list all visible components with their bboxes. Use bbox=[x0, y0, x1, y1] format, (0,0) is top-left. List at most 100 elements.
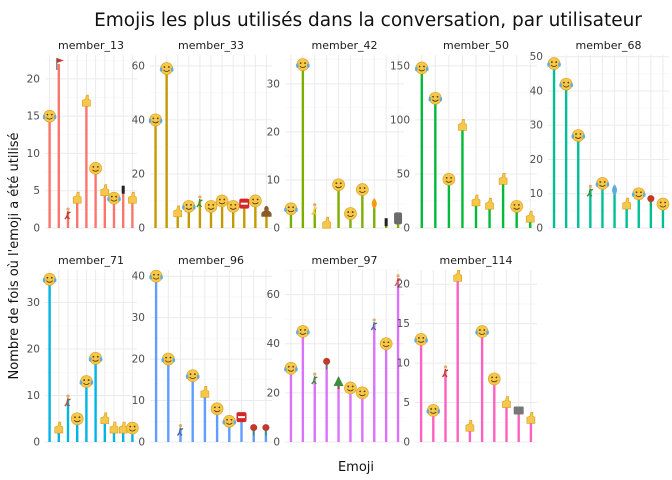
y-tick-label: 60 bbox=[267, 289, 280, 301]
facet-strip-label: member_33 bbox=[178, 39, 244, 52]
grimacing-face-icon bbox=[487, 372, 501, 386]
smirking-face-icon bbox=[356, 183, 369, 196]
y-tick-label: 20 bbox=[530, 154, 543, 166]
y-tick-label: 20 bbox=[267, 126, 280, 138]
facet-strip-label: member_50 bbox=[443, 39, 509, 52]
x-axis-label: Emoji bbox=[338, 460, 374, 475]
y-tick-label: 20 bbox=[132, 168, 145, 180]
y-tick-label: 20 bbox=[27, 73, 40, 85]
face-with-tongue-icon bbox=[510, 200, 523, 213]
face-tears-of-joy-icon bbox=[159, 62, 174, 75]
folded-hands-icon bbox=[526, 412, 536, 424]
y-tick-label: 0 bbox=[536, 223, 543, 235]
rolling-on-floor-laughing-icon bbox=[284, 361, 298, 375]
flower-icon bbox=[262, 424, 270, 436]
facet-panel: member_42 0 10 20 30 bbox=[267, 39, 404, 235]
raised-hand-icon bbox=[100, 412, 110, 425]
y-tick-label: 5 bbox=[403, 397, 410, 409]
y-tick-label: 30 bbox=[530, 120, 543, 132]
rolling-on-floor-laughing-icon bbox=[426, 404, 441, 417]
thumbs-up-icon bbox=[453, 270, 463, 282]
face-tears-of-joy-2-icon bbox=[88, 352, 103, 365]
y-axis-label: Nombre de fois où l'emoji a été utilisé bbox=[7, 133, 22, 380]
person-running-icon bbox=[176, 423, 184, 437]
rolling-on-floor-laughing-icon bbox=[149, 269, 163, 283]
person-running-icon bbox=[64, 394, 71, 407]
folded-hands-icon bbox=[118, 421, 128, 434]
face-tears-of-joy-icon bbox=[161, 352, 176, 366]
person-walking-icon bbox=[441, 365, 449, 378]
black-small-square-icon bbox=[121, 185, 125, 194]
facet-strip-label: member_13 bbox=[58, 39, 124, 52]
no-entry-icon bbox=[239, 198, 250, 209]
face-with-steam-icon bbox=[226, 200, 240, 213]
y-tick-label: 40 bbox=[267, 338, 280, 350]
face-rolling-eyes-icon bbox=[595, 177, 610, 190]
facet-strip-label: member_71 bbox=[58, 254, 124, 267]
y-tick-label: 0 bbox=[403, 437, 410, 449]
y-tick-label: 10 bbox=[397, 358, 410, 370]
raising-hands-icon bbox=[458, 118, 467, 131]
man-shrugging-icon bbox=[196, 195, 203, 208]
woman-running-icon bbox=[311, 372, 318, 385]
grimacing-face-icon bbox=[210, 402, 224, 416]
tv-icon bbox=[513, 406, 524, 415]
y-tick-label: 20 bbox=[267, 387, 280, 399]
facet-strip-label: member_68 bbox=[576, 39, 642, 52]
thumbs-up-icon bbox=[72, 191, 82, 204]
y-tick-label: 20 bbox=[132, 354, 145, 366]
y-tick-label: 50 bbox=[530, 51, 543, 63]
y-tick-label: 0 bbox=[138, 437, 145, 449]
thumbs-up-icon bbox=[485, 197, 494, 210]
facet-strip-label: member_114 bbox=[440, 254, 513, 267]
heart-eyes-icon bbox=[249, 194, 262, 208]
y-tick-label: 60 bbox=[132, 60, 145, 72]
folded-hands-icon bbox=[525, 210, 535, 223]
person-walking-icon bbox=[394, 274, 401, 287]
person-running-icon bbox=[64, 207, 71, 220]
crying-face-icon bbox=[107, 191, 121, 205]
face-screaming-icon bbox=[442, 173, 456, 186]
y-tick-label: 20 bbox=[397, 279, 410, 291]
face-tears-of-joy-icon bbox=[296, 58, 310, 71]
raised-hand-icon bbox=[471, 194, 481, 207]
y-tick-label: 40 bbox=[132, 114, 145, 126]
y-tick-label: 10 bbox=[27, 390, 40, 402]
slightly-smiling-face-icon bbox=[126, 421, 139, 435]
chart-title: Emojis les plus utilisés dans la convers… bbox=[94, 10, 642, 31]
y-tick-label: 0 bbox=[138, 223, 145, 235]
facet-panel: member_71 0 10 20 30 bbox=[27, 254, 139, 449]
face-tears-of-joy-icon bbox=[296, 325, 310, 338]
facet-strip-label: member_96 bbox=[178, 254, 244, 267]
y-tick-label: 40 bbox=[530, 85, 543, 97]
y-tick-label: 30 bbox=[267, 78, 280, 90]
y-tick-label: 0 bbox=[33, 437, 40, 449]
y-tick-label: 10 bbox=[530, 188, 543, 200]
y-tick-label: 30 bbox=[27, 297, 40, 309]
face-rolling-eyes-icon bbox=[182, 200, 196, 213]
smiling-face-icon bbox=[215, 194, 229, 208]
y-tick-label: 10 bbox=[27, 148, 40, 160]
face-tears-of-joy-icon bbox=[42, 109, 57, 123]
raising-hands-icon bbox=[200, 385, 210, 398]
face-tears-icon bbox=[222, 414, 237, 428]
y-tick-label: 30 bbox=[132, 312, 145, 324]
point-down-icon bbox=[498, 173, 508, 185]
y-tick-label: 10 bbox=[267, 174, 280, 186]
y-tick-label: 100 bbox=[390, 114, 410, 126]
fire-icon bbox=[371, 197, 377, 209]
person-walking-icon bbox=[311, 203, 318, 216]
smiling-face-with-sunglasses-icon bbox=[204, 200, 218, 213]
christmas-tree-icon bbox=[333, 376, 344, 390]
pouting-face-2-icon bbox=[379, 337, 393, 351]
face-tears-of-joy-icon bbox=[414, 61, 429, 75]
raising-hands-icon bbox=[54, 421, 64, 434]
rose-icon bbox=[323, 357, 331, 370]
y-tick-label: 0 bbox=[403, 223, 410, 235]
thumbs-up-icon bbox=[173, 205, 183, 218]
y-tick-label: 0 bbox=[273, 437, 280, 449]
person-dancing-icon bbox=[370, 318, 378, 331]
y-tick-label: 150 bbox=[390, 60, 410, 72]
y-tick-label: 20 bbox=[27, 344, 40, 356]
